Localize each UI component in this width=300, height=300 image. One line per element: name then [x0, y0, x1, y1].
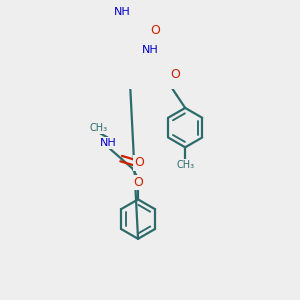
Text: O: O: [134, 156, 144, 169]
Text: O: O: [133, 176, 143, 189]
Text: NH: NH: [100, 138, 117, 148]
Text: CH₃: CH₃: [90, 123, 108, 133]
Text: O: O: [151, 24, 160, 37]
Text: NH: NH: [113, 7, 130, 17]
Text: O: O: [170, 68, 180, 81]
Text: CH₃: CH₃: [176, 160, 194, 170]
Text: NH: NH: [142, 45, 158, 55]
